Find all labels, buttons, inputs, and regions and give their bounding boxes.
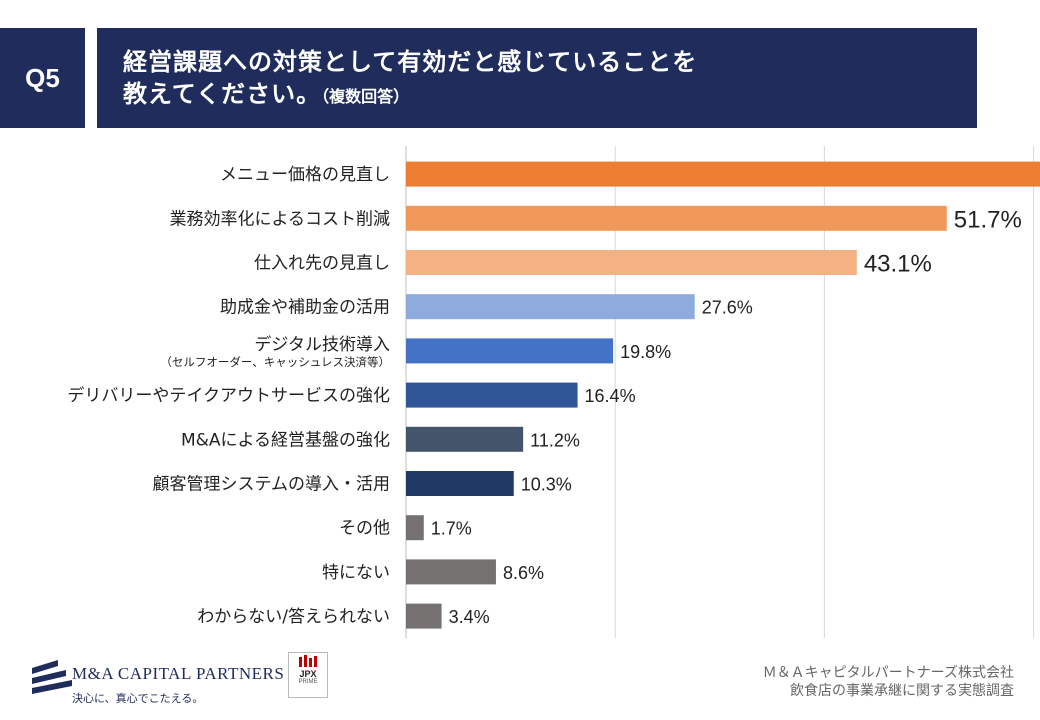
jpx-label: JPX: [299, 669, 317, 679]
value-label: 11.2%: [530, 430, 580, 450]
question-title-note: （複数回答）: [321, 87, 410, 106]
bar: [406, 471, 514, 496]
category-label: 特にない: [322, 563, 390, 583]
value-label: 16.4%: [585, 386, 636, 406]
company-logo: [32, 650, 272, 710]
category-label: わからない/答えられない: [197, 607, 390, 627]
company-logo-mark-icon: [32, 660, 72, 694]
jpx-mark-icon: [299, 655, 317, 667]
value-label: 27.6%: [702, 298, 753, 318]
value-label: 3.4%: [449, 607, 490, 627]
bar: [406, 250, 857, 275]
category-label: 仕入れ先の見直し: [254, 254, 390, 274]
category-label: M&Aによる経営基盤の強化: [181, 430, 390, 450]
category-label: 助成金や補助金の活用: [220, 298, 390, 318]
value-label: 51.7%: [954, 206, 1022, 233]
bar: [406, 294, 695, 320]
source-company: Ｍ＆Ａキャピタルパートナーズ株式会社: [762, 665, 1014, 681]
category-label: デジタル技術導入: [254, 334, 390, 355]
category-label: その他: [339, 519, 390, 539]
company-logo-tagline: 決心に、真心でこたえる。: [72, 692, 204, 705]
bar: [406, 559, 496, 585]
question-title-line2: 教えてください。（複数回答）: [123, 78, 977, 113]
category-sublabel: （セルフオーダー、キャッシュレス決済等）: [160, 355, 390, 369]
source-survey: 飲食店の事業承継に関する実態調査: [790, 683, 1014, 699]
company-logo-name: M&A CAPITAL PARTNERS: [72, 664, 285, 683]
jpx-prime-badge: JPX PRIME: [288, 652, 328, 698]
value-label: 10.3%: [521, 475, 572, 495]
value-label: 43.1%: [864, 251, 932, 278]
bar: [406, 515, 424, 541]
value-label: 8.6%: [503, 563, 544, 583]
bar: [406, 603, 442, 629]
category-label: 顧客管理システムの導入・活用: [153, 475, 391, 495]
bar: [406, 382, 578, 408]
bar: [406, 338, 614, 364]
question-title-line1: 経営課題への対策として有効だと感じていることを: [123, 48, 698, 76]
value-label: 19.8%: [620, 342, 671, 362]
question-badge: Q5: [0, 28, 85, 128]
category-label: メニュー価格の見直し: [220, 165, 390, 185]
bar: [406, 426, 524, 452]
source-note: Ｍ＆Ａキャピタルパートナーズ株式会社 飲食店の事業承継に関する実態調査: [763, 664, 1014, 700]
question-title-line2-text: 教えてください。: [123, 80, 322, 108]
jpx-prime-label: PRIME: [298, 679, 318, 685]
category-label: 業務効率化によるコスト削減: [170, 209, 391, 229]
bar: [406, 161, 1040, 187]
bar: [406, 205, 947, 231]
question-title: 経営課題への対策として有効だと感じていることを 教えてください。（複数回答）: [97, 28, 977, 128]
category-label: デリバリーやテイクアウトサービスの強化: [67, 385, 390, 406]
value-label: 1.7%: [431, 519, 472, 539]
bar-chart: メニュー価格の見直し62.1%業務効率化によるコスト削減51.7%仕入れ先の見直…: [67, 146, 1040, 639]
